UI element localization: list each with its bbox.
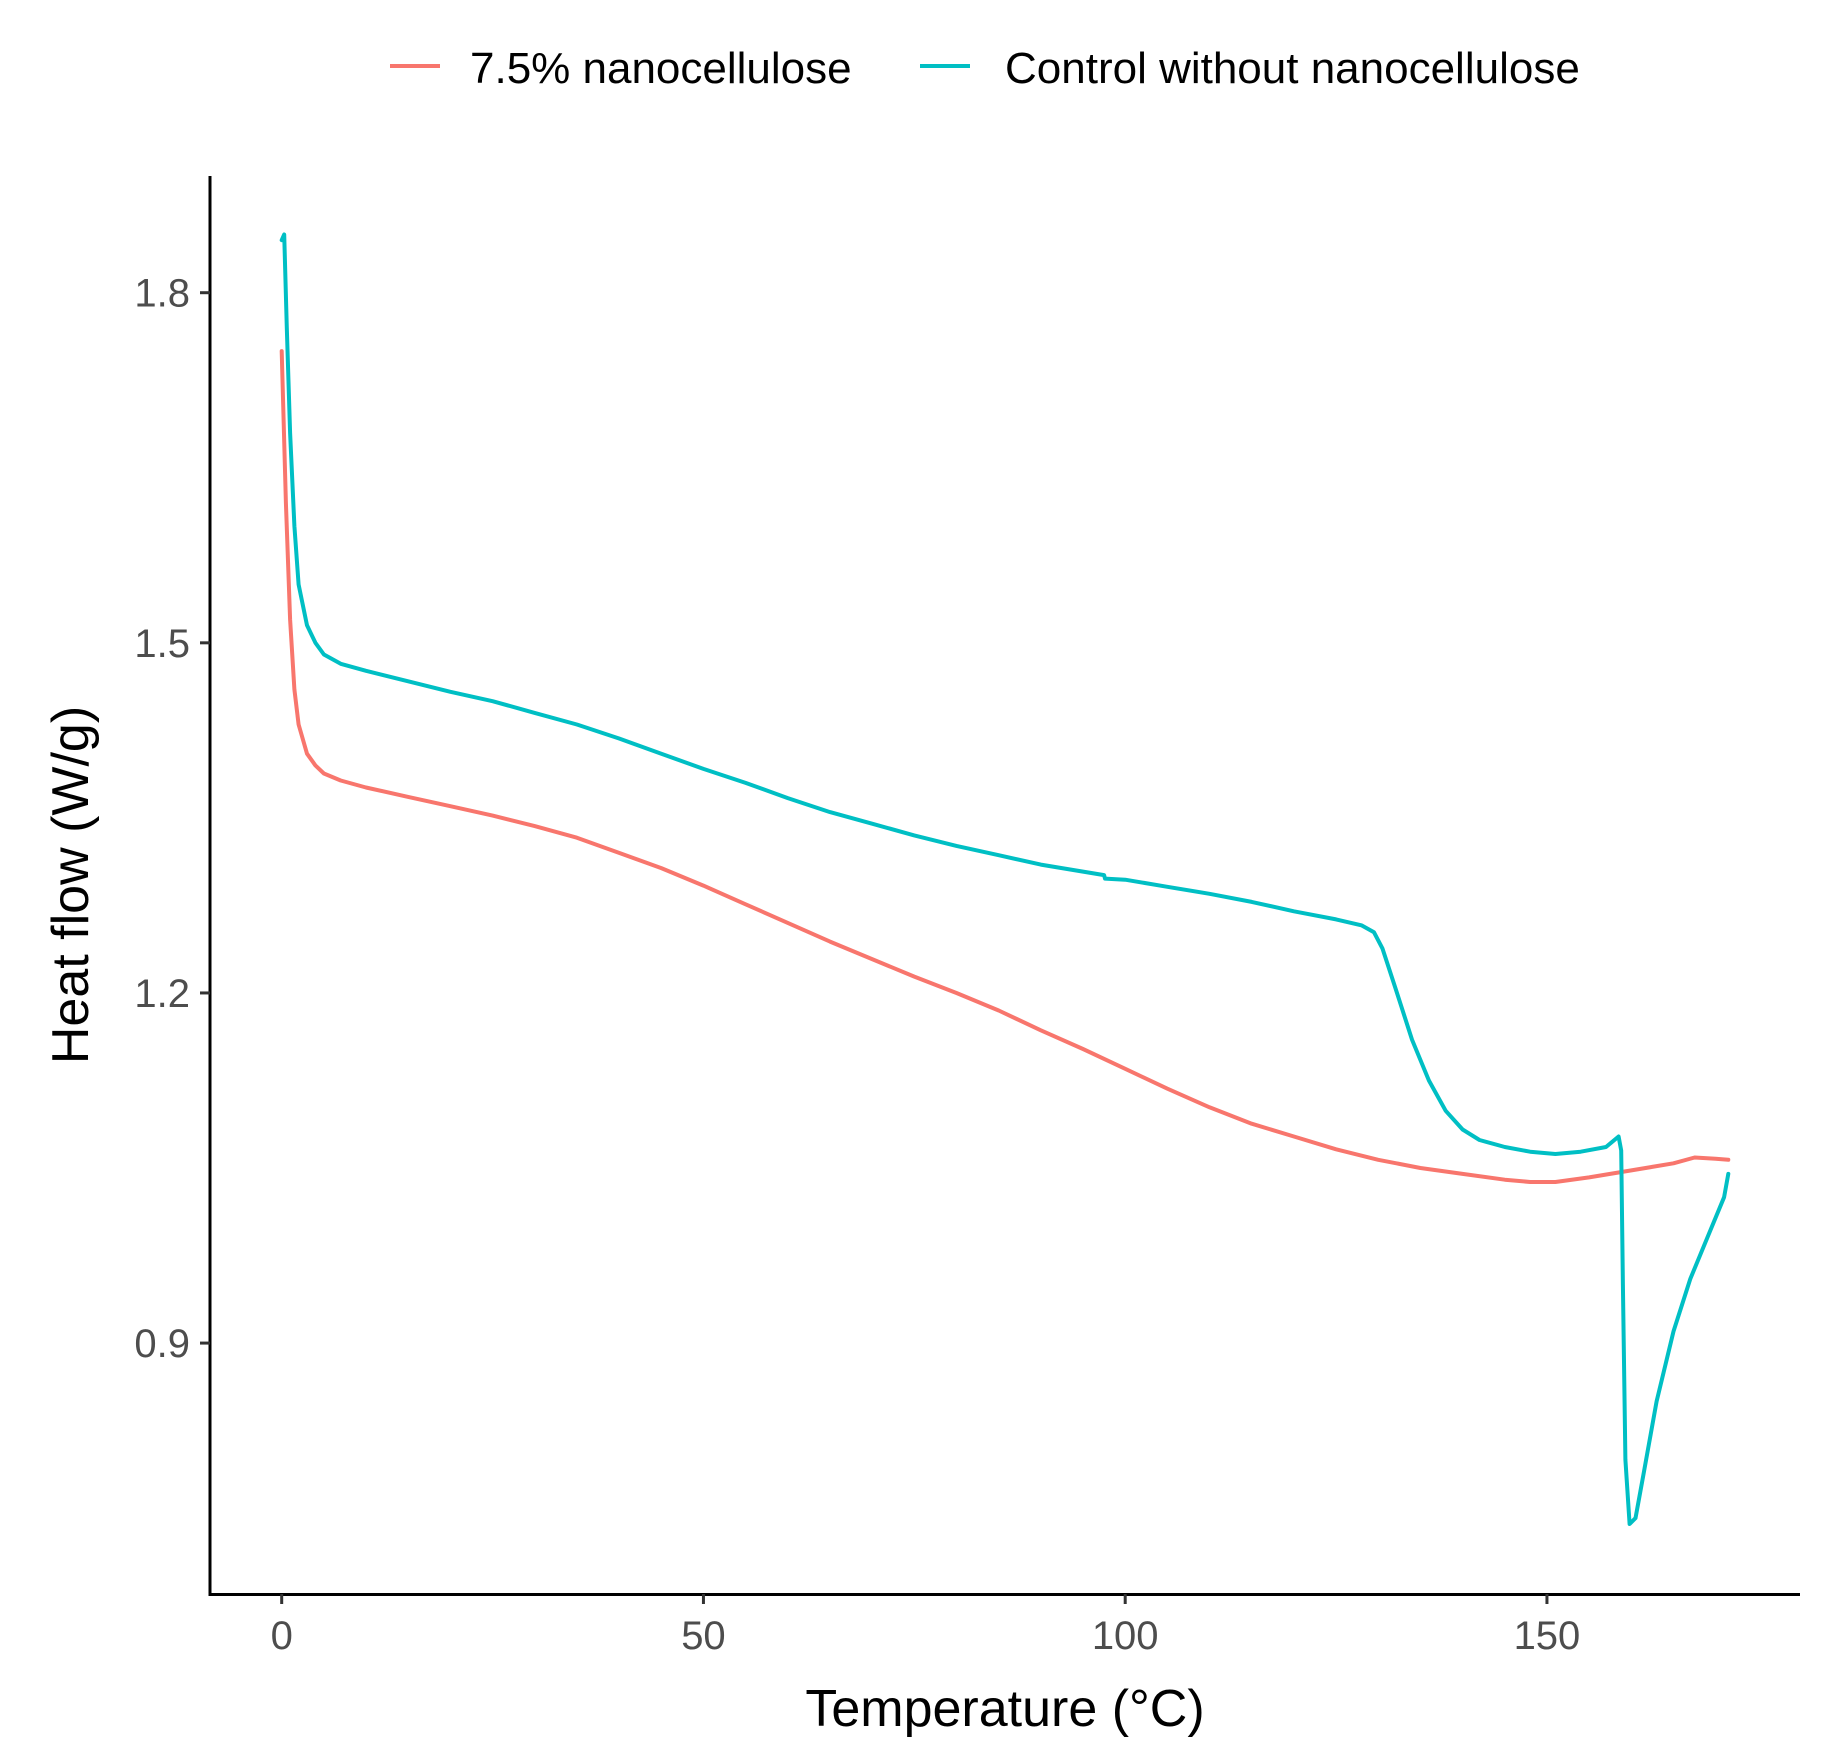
y-axis-title: Heat flow (W/g) — [42, 706, 100, 1064]
x-tick-label: 150 — [1514, 1614, 1581, 1658]
x-axis-ticks: 0 50 100 150 — [271, 1594, 1581, 1658]
x-axis-title: Temperature (°C) — [805, 1680, 1204, 1738]
x-tick-label: 100 — [1092, 1614, 1159, 1658]
series-line-nanocellulose — [279, 349, 1731, 1184]
legend: 7.5% nanocellulose Control without nanoc… — [390, 44, 1580, 93]
series-line-control — [279, 232, 1731, 1526]
y-tick-label: 0.9 — [134, 1322, 190, 1366]
legend-label-nanocellulose: 7.5% nanocellulose — [470, 44, 852, 93]
x-tick-label: 50 — [681, 1614, 726, 1658]
series-layer — [279, 232, 1731, 1526]
y-axis-ticks: 0.9 1.2 1.5 1.8 — [134, 272, 210, 1366]
y-tick-label: 1.8 — [134, 272, 190, 316]
x-tick-label: 0 — [271, 1614, 293, 1658]
y-tick-label: 1.2 — [134, 972, 190, 1016]
legend-label-control: Control without nanocellulose — [1005, 44, 1580, 93]
y-tick-label: 1.5 — [134, 622, 190, 666]
